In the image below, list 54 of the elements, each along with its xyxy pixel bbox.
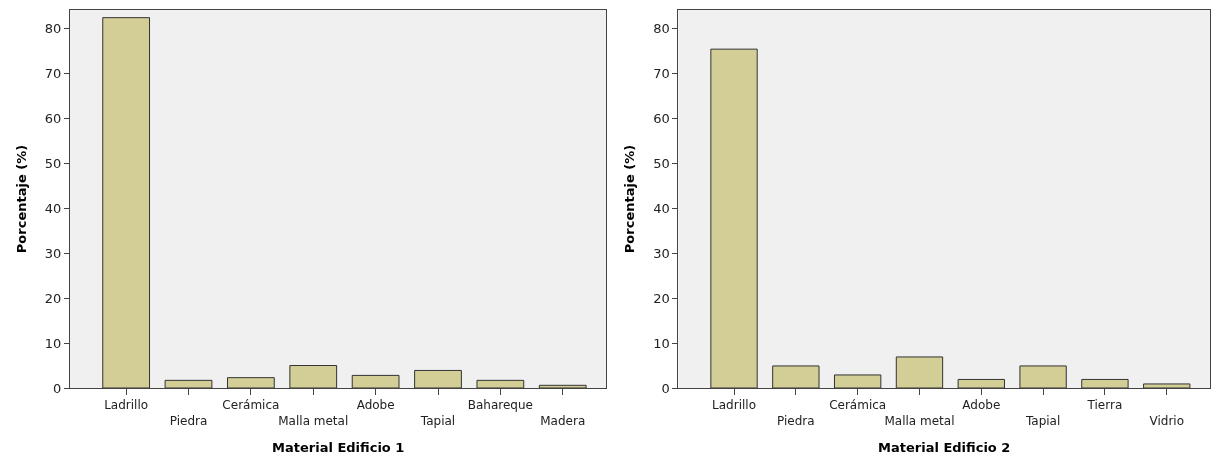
x-axis-title: Material Edificio 1 [272,439,405,455]
bar [1019,365,1067,388]
bar [1143,383,1191,388]
y-tick-label: 60 [653,110,670,126]
y-tick-label: 20 [653,290,670,306]
x-tick-label: Tapial [1024,414,1061,428]
y-tick-label: 0 [661,380,670,396]
y-tick-label: 0 [53,380,62,396]
x-tick-label: Piedra [169,414,208,428]
x-tick-label: Malla metal [278,414,349,428]
y-tick-label: 50 [653,155,670,171]
x-tick-label: Adobe [356,398,395,413]
x-axis-title: Material Edificio 2 [878,439,1011,455]
bar [833,374,882,388]
bar [351,374,400,388]
x-tick-label: Cerámica [222,398,280,413]
x-tick-label: Tapial [419,414,456,428]
bar [957,378,1005,388]
y-tick-label: 60 [44,110,62,126]
x-tick-label: Bahareque [467,398,533,413]
y-tick-label: 80 [653,20,670,36]
bar [164,379,213,388]
x-tick-label: Ladrillo [712,398,756,413]
x-tick-label: Piedra [777,414,815,428]
bar [102,17,151,388]
x-tick-label: Madera [540,414,586,428]
y-tick-label: 10 [44,335,62,351]
y-tick-label: 70 [653,65,670,81]
y-axis-title: Porcentaje (%) [622,144,638,254]
y-tick-label: 10 [653,335,670,351]
y-tick-label: 50 [44,155,62,171]
x-tick-label: Malla metal [884,414,955,428]
y-axis-title: Porcentaje (%) [13,144,29,254]
x-tick-label: Vidrio [1149,414,1184,428]
bar [289,365,338,388]
y-tick-label: 40 [44,200,62,216]
y-tick-label: 30 [653,245,670,261]
bar [476,379,525,388]
bar [414,369,462,388]
bar [538,384,587,388]
y-tick-label: 80 [44,20,62,36]
x-tick-label: Adobe [962,398,1001,413]
x-tick-label: Cerámica [829,398,887,413]
bar [895,356,944,388]
x-tick-label: Tierra [1086,398,1123,413]
bar [226,377,275,388]
bar [772,365,820,388]
bar [1081,378,1129,388]
bar [710,48,758,388]
y-tick-label: 40 [653,200,670,216]
y-tick-label: 20 [44,290,62,306]
x-tick-label: Ladrillo [104,398,149,413]
y-tick-label: 70 [44,65,62,81]
y-tick-label: 30 [44,245,62,261]
